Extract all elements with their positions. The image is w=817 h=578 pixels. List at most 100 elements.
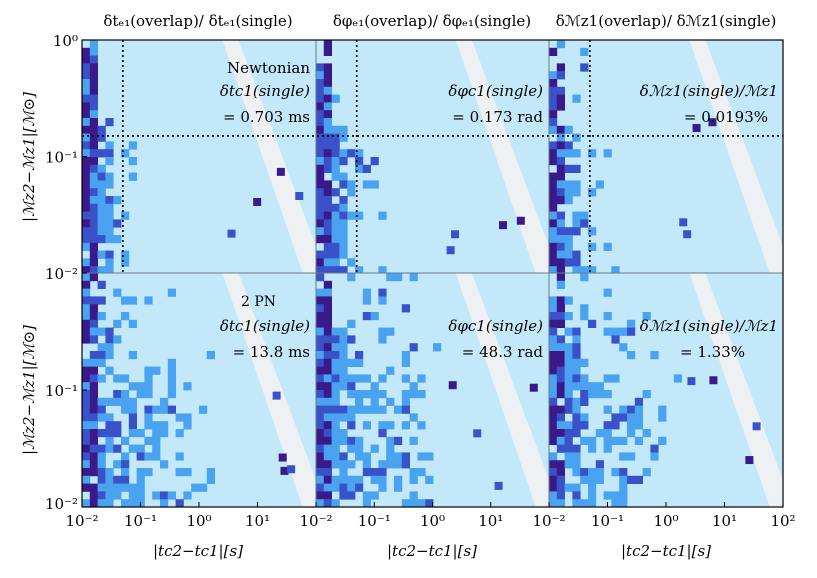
heatmap-outlier-cell — [516, 216, 525, 225]
heatmap-cell — [323, 312, 332, 321]
heatmap-cell — [82, 196, 91, 205]
heatmap-cell — [89, 266, 98, 275]
heatmap-cell — [89, 242, 98, 251]
diagonal-stripe — [455, 40, 553, 277]
heatmap-cell — [355, 390, 364, 399]
heatmap-cell — [136, 468, 145, 477]
heatmap-cell — [323, 358, 332, 367]
heatmap-cell — [619, 491, 628, 500]
heatmap-cell — [362, 312, 371, 321]
heatmap-cell — [331, 475, 340, 484]
heatmap-cell — [89, 366, 98, 375]
heatmap-cell — [401, 499, 410, 507]
heatmap-cell — [121, 258, 130, 267]
heatmap-cell — [97, 358, 106, 367]
heatmap-cell — [556, 94, 565, 103]
heatmap-cell — [394, 405, 403, 414]
heatmap-cell — [105, 227, 114, 236]
heatmap-cell — [323, 343, 332, 352]
heatmap-cell — [355, 397, 364, 406]
heatmap-cell — [136, 390, 145, 399]
heatmap-cell — [619, 327, 628, 336]
heatmap-cell — [97, 149, 106, 158]
heatmap-cell — [323, 266, 332, 275]
heatmap-cell — [183, 382, 192, 391]
heatmap-cell — [144, 468, 153, 477]
heatmap-cell — [564, 242, 573, 251]
diagonal-stripe — [689, 40, 783, 277]
axis-labels: |ℳz2−ℳz1|[ℳ⊙] |ℳz2−ℳz1|[ℳ⊙] |tc2−tc1|[s]… — [20, 92, 711, 560]
heatmap-cell — [556, 188, 565, 197]
heatmap-cell — [556, 358, 565, 367]
annotation-newtonian-phic-1: δφc1(single) — [448, 82, 543, 100]
heatmap-cell — [401, 421, 410, 430]
heatmap-cell — [152, 429, 161, 438]
heatmap-outlier-cell — [276, 167, 285, 176]
heatmap-outlier-cell — [494, 481, 503, 490]
heatmap-cell — [316, 110, 325, 119]
row-label-2pn: 2 PN — [241, 294, 276, 310]
heatmap-cell — [323, 258, 332, 267]
heatmap-cell — [160, 491, 169, 500]
heatmap-cell — [339, 125, 348, 134]
heatmap-cell — [347, 421, 356, 430]
heatmap-cell — [595, 468, 604, 477]
heatmap-cell — [97, 444, 106, 453]
heatmap-cell — [549, 436, 558, 445]
heatmap-cell — [331, 172, 340, 181]
heatmap-cell — [105, 475, 114, 484]
heatmap-cell — [167, 382, 176, 391]
heatmap-cell — [362, 390, 371, 399]
heatmap-cell — [183, 491, 192, 500]
heatmap-cell — [97, 196, 106, 205]
heatmap-cell — [556, 157, 565, 166]
heatmap-cell — [549, 366, 558, 375]
heatmap-cell — [160, 499, 169, 507]
heatmap-cell — [113, 483, 122, 492]
heatmap-cell — [572, 180, 581, 189]
heatmap-cell — [105, 196, 114, 205]
heatmap-outlier-cell — [683, 230, 692, 239]
heatmap-cell — [323, 351, 332, 360]
heatmap-cell — [619, 452, 628, 461]
heatmap-cell — [121, 312, 130, 321]
heatmap-cell — [323, 250, 332, 259]
heatmap-cell — [370, 444, 379, 453]
heatmap-cell — [82, 327, 91, 336]
heatmap-cell — [580, 47, 589, 56]
heatmap-cell — [564, 327, 573, 336]
heatmap-cell — [556, 211, 565, 220]
y-axis-label-top: |ℳz2−ℳz1|[ℳ⊙] — [20, 92, 38, 222]
heatmap-cell — [556, 483, 565, 492]
heatmap-cell — [556, 444, 565, 453]
heatmap-cell — [323, 327, 332, 336]
heatmap-cell — [572, 444, 581, 453]
heatmap-cell — [316, 374, 325, 383]
heatmap-cell — [128, 413, 137, 422]
heatmap-cell — [355, 483, 364, 492]
heatmap-cell — [580, 211, 589, 220]
heatmap-cell — [105, 366, 114, 375]
y-tick-label: 10⁻² — [45, 495, 78, 513]
heatmap-cell — [331, 266, 340, 275]
heatmap-cell — [556, 227, 565, 236]
heatmap-cell — [556, 382, 565, 391]
panel-r1-c1 — [316, 273, 553, 507]
column-titles: δtₑ₁(overlap)/ δtₑ₁(single) δφₑ₁(overlap… — [103, 12, 776, 30]
heatmap-cell — [331, 405, 340, 414]
heatmap-cell — [611, 436, 620, 445]
heatmap-cell — [105, 235, 114, 244]
heatmap-cell — [128, 483, 137, 492]
heatmap-cell — [370, 157, 379, 166]
heatmap-cell — [370, 475, 379, 484]
heatmap-cell — [611, 374, 620, 383]
heatmap-cell — [339, 172, 348, 181]
heatmap-cell — [89, 203, 98, 212]
heatmap-cell — [97, 499, 106, 507]
heatmap-cell — [549, 211, 558, 220]
heatmap-cell — [144, 366, 153, 375]
heatmap-cell — [323, 211, 332, 220]
heatmap-cell — [564, 141, 573, 150]
heatmap-cell — [549, 358, 558, 367]
heatmap-cell — [564, 164, 573, 173]
